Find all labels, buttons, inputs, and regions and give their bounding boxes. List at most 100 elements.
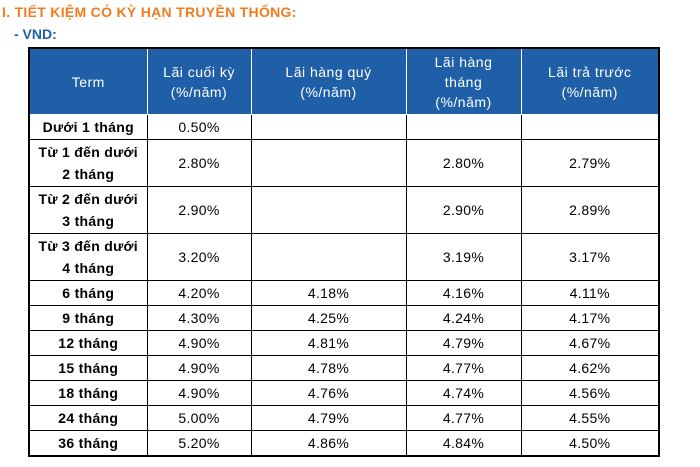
cell-line: 18 tháng (58, 385, 119, 401)
table-row: 15 tháng 4.90% 4.78% 4.77% 4.62% (28, 355, 660, 381)
rate-cell: 4.55% (520, 405, 660, 431)
rate-cell: 4.24% (405, 305, 522, 331)
table-row: Từ 1 đến dưới 2 tháng 2.80% 2.80% 2.79% (28, 139, 660, 187)
rate-cell: 2.90% (146, 186, 252, 234)
cell-line: Lãi trả trước (548, 63, 632, 80)
rate-table: Term Lãi cuối kỳ (%/năm) Lãi hàng quý (%/năm… (28, 47, 660, 457)
cell-line: 6 tháng (62, 285, 115, 301)
rate-cell: 4.90% (146, 380, 252, 406)
rate-cell: 4.76% (250, 380, 407, 406)
term-cell: 12 tháng (28, 330, 148, 356)
table-row: 18 tháng 4.90% 4.76% 4.74% 4.56% (28, 380, 660, 406)
table-row: Từ 2 đến dưới 3 tháng 2.90% 2.90% 2.89% (28, 186, 660, 234)
rate-cell: 2.89% (520, 186, 660, 234)
rate-cell: 4.74% (405, 380, 522, 406)
table-row: Từ 3 đến dưới 4 tháng 3.20% 3.19% 3.17% (28, 233, 660, 281)
term-cell: Từ 1 đến dưới 2 tháng (28, 139, 148, 187)
cell-line: Lãi hàng quý (285, 63, 372, 80)
rate-cell: 3.20% (146, 233, 252, 281)
rate-cell: 2.90% (405, 186, 522, 234)
rate-cell: 4.90% (146, 330, 252, 356)
rate-cell: 2.80% (146, 139, 252, 187)
rate-cell: 4.86% (250, 430, 407, 457)
rate-cell: 4.77% (405, 405, 522, 431)
rate-cell (250, 139, 407, 187)
rate-cell: 4.17% (520, 305, 660, 331)
term-cell: 15 tháng (28, 355, 148, 381)
cell-line: Term (71, 73, 105, 90)
header-cell: Lãi trả trước (%/năm) (520, 47, 660, 115)
term-cell: Dưới 1 tháng (28, 114, 148, 140)
cell-line: (%/năm) (561, 83, 618, 100)
cell-line: 4 tháng (62, 260, 115, 276)
rate-cell: 4.25% (250, 305, 407, 331)
rate-cell: 4.67% (520, 330, 660, 356)
table-row: 6 tháng 4.20% 4.18% 4.16% 4.11% (28, 280, 660, 306)
rate-cell: 4.16% (405, 280, 522, 306)
table-row: 24 tháng 5.00% 4.79% 4.77% 4.55% (28, 405, 660, 431)
rate-cell: 4.30% (146, 305, 252, 331)
cell-line: (%/năm) (170, 83, 228, 100)
rate-cell: 4.78% (250, 355, 407, 381)
rate-cell: 4.18% (250, 280, 407, 306)
cell-line: Dưới 1 tháng (42, 119, 134, 135)
rate-cell (250, 233, 407, 281)
table-row: 9 tháng 4.30% 4.25% 4.24% 4.17% (28, 305, 660, 331)
rate-cell (250, 114, 407, 140)
rate-cell: 3.19% (405, 233, 522, 281)
cell-line: 3 tháng (62, 213, 115, 229)
cell-line: Lãi cuối kỳ (163, 63, 235, 80)
cell-line: 9 tháng (62, 310, 115, 326)
heading: I. TIẾT KIỆM CÓ KỲ HẠN TRUYỀN THỐNG: (2, 4, 297, 20)
term-cell: 6 tháng (28, 280, 148, 306)
header-cell: Lãi cuối kỳ (%/năm) (146, 47, 252, 115)
cell-line: 15 tháng (58, 360, 119, 376)
cell-line: Từ 2 đến dưới (38, 191, 138, 207)
cell-line: tháng (444, 73, 483, 90)
rate-cell: 4.50% (520, 430, 660, 457)
header-cell: Lãi hàng tháng (%/năm) (405, 47, 522, 115)
table-body: Dưới 1 tháng 0.50% Từ 1 đến dưới 2 tháng 2.8… (28, 114, 660, 457)
cell-line: (%/năm) (435, 93, 492, 110)
term-cell: Từ 3 đến dưới 4 tháng (28, 233, 148, 281)
rate-cell (250, 186, 407, 234)
rate-cell: 4.79% (405, 330, 522, 356)
header-cell: Term (28, 47, 148, 115)
cell-line: 36 tháng (58, 435, 119, 451)
rate-cell: 4.62% (520, 355, 660, 381)
rate-cell: 5.00% (146, 405, 252, 431)
table-row: 36 tháng 5.20% 4.86% 4.84% 4.50% (28, 430, 660, 457)
term-cell: Từ 2 đến dưới 3 tháng (28, 186, 148, 234)
rate-cell: 4.81% (250, 330, 407, 356)
rate-cell: 4.11% (520, 280, 660, 306)
subheading: - VND: (14, 26, 57, 42)
rate-cell: 5.20% (146, 430, 252, 457)
rate-cell (520, 114, 660, 140)
term-cell: 18 tháng (28, 380, 148, 406)
rate-cell: 4.77% (405, 355, 522, 381)
rate-cell: 2.79% (520, 139, 660, 187)
cell-line: Từ 1 đến dưới (38, 144, 138, 160)
cell-line: 24 tháng (58, 410, 119, 426)
header-row: Term Lãi cuối kỳ (%/năm) Lãi hàng quý (%/năm… (28, 47, 660, 115)
rate-cell: 2.80% (405, 139, 522, 187)
cell-line: Từ 3 đến dưới (38, 238, 138, 254)
term-cell: 9 tháng (28, 305, 148, 331)
header-cell: Lãi hàng quý (%/năm) (250, 47, 407, 115)
rate-cell: 4.84% (405, 430, 522, 457)
term-cell: 24 tháng (28, 405, 148, 431)
table-row: Dưới 1 tháng 0.50% (28, 114, 660, 140)
rate-cell: 4.79% (250, 405, 407, 431)
rate-cell: 4.20% (146, 280, 252, 306)
cell-line: 12 tháng (58, 335, 119, 351)
rate-cell: 3.17% (520, 233, 660, 281)
rate-cell: 4.56% (520, 380, 660, 406)
rate-cell (405, 114, 522, 140)
cell-line: 2 tháng (62, 166, 115, 182)
rate-cell: 4.90% (146, 355, 252, 381)
term-cell: 36 tháng (28, 430, 148, 457)
cell-line: Lãi hàng (434, 53, 493, 70)
table-row: 12 tháng 4.90% 4.81% 4.79% 4.67% (28, 330, 660, 356)
cell-line: (%/năm) (300, 83, 357, 100)
